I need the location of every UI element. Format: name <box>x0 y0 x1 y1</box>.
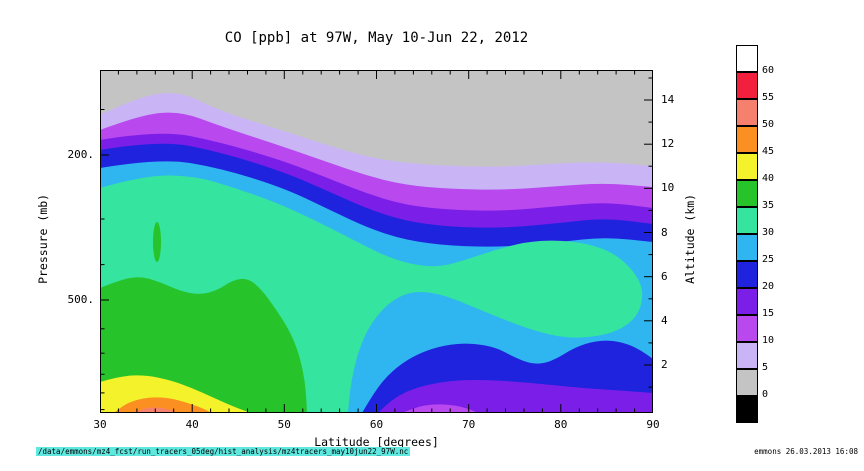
pressure-tick-label: 500. <box>67 293 95 306</box>
colorbar-label: 35 <box>762 200 775 211</box>
contour-plot-canvas <box>100 70 653 413</box>
colorbar-label: 5 <box>762 362 769 373</box>
colorbar-label: 0 <box>762 389 769 400</box>
contour-region-salmon <box>134 407 178 413</box>
colorbar-label: 30 <box>762 227 775 238</box>
plot-title: CO [ppb] at 97W, May 10-Jun 22, 2012 <box>224 30 529 46</box>
plot-frame <box>100 70 653 413</box>
colorbar-band-gray <box>736 369 758 396</box>
pressure-tick-label: 200. <box>67 148 95 161</box>
colorbar-label: 20 <box>762 281 775 292</box>
contour-region-orchid <box>402 404 478 413</box>
colorbar-label: 25 <box>762 254 775 265</box>
colorbar-band-salmon <box>736 99 758 126</box>
colorbar-label: 45 <box>762 146 775 157</box>
x-tick-label: 90 <box>646 418 660 431</box>
colorbar-label: 50 <box>762 119 775 130</box>
contour-region-gray <box>100 70 653 167</box>
altitude-tick-label: 4 <box>661 313 668 327</box>
colorbar-label: 55 <box>762 92 775 103</box>
colorbar-label: 10 <box>762 335 775 346</box>
source-file-path: /data/emmons/mz4_fcst/run_tracers_05deg/… <box>36 447 411 456</box>
colorbar-label: 15 <box>762 308 775 319</box>
colorbar-band-white <box>736 45 758 72</box>
colorbar-band-orchid <box>736 315 758 342</box>
x-tick-label: 30 <box>93 418 107 431</box>
contour-region-orange <box>114 397 212 413</box>
colorbar-band-green <box>736 180 758 207</box>
x-axis-title: Latitude [degrees] <box>314 435 439 449</box>
colorbar-band-springgreen <box>736 207 758 234</box>
colorbar-band-blue <box>736 261 758 288</box>
altitude-tick-label: 8 <box>661 225 668 239</box>
altitude-tick-label: 6 <box>661 269 668 283</box>
right-axis-title: Altitude (km) <box>683 193 698 284</box>
colorbar <box>736 45 758 423</box>
colorbar-band-red <box>736 72 758 99</box>
x-tick-label: 50 <box>277 418 291 431</box>
x-tick-label: 40 <box>185 418 199 431</box>
contour-region-green <box>153 222 161 262</box>
x-tick-label: 70 <box>462 418 476 431</box>
colorbar-label: 40 <box>762 173 775 184</box>
altitude-tick-label: 2 <box>661 358 668 371</box>
x-tick-label: 60 <box>369 418 384 431</box>
colorbar-band-skyblue <box>736 234 758 261</box>
altitude-tick-label: 14 <box>661 93 675 106</box>
colorbar-band-lavender <box>736 342 758 369</box>
colorbar-band-yellow <box>736 153 758 180</box>
altitude-tick-label: 12 <box>661 137 675 151</box>
colorbar-label: 60 <box>762 65 775 76</box>
author-timestamp: emmons 26.03.2013 16:08 <box>754 447 858 456</box>
colorbar-band-violet <box>736 288 758 315</box>
altitude-tick-label: 10 <box>661 181 675 195</box>
left-axis-title: Pressure (mb) <box>36 193 51 284</box>
x-tick-label: 80 <box>554 418 568 431</box>
colorbar-band-orange <box>736 126 758 153</box>
colorbar-band-black <box>736 396 758 423</box>
